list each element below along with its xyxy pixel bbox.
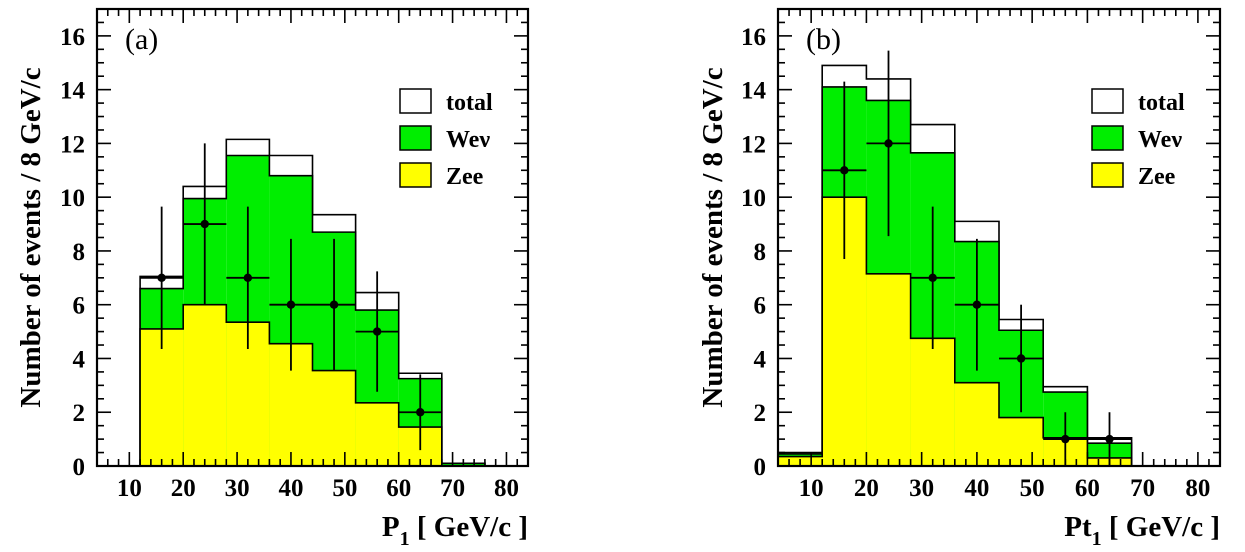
data-point-5 — [372, 327, 382, 336]
hist-outline-total — [777, 64, 1220, 467]
hist-bar-zee-6 — [355, 402, 399, 466]
x-axis-title: P1 [ GeV/c ] — [382, 511, 528, 550]
x-tick-label: 70 — [1130, 475, 1155, 502]
x-axis-title-unit: [ GeV/c ] — [410, 511, 528, 543]
y-tick-label: 14 — [60, 78, 86, 105]
legend-label-1: Weν — [446, 127, 490, 153]
data-point-3 — [286, 300, 296, 309]
x-axis-title-subscript: 1 — [1092, 528, 1102, 550]
x-axis-title-main: P — [382, 511, 400, 543]
panel-b: 10 20 30 40 50 60 70 80 0 2 4 6 8 10 12 14 16 Number of e… — [697, 7, 1222, 550]
y-tick-label: 8 — [73, 239, 86, 266]
data-point-6 — [1105, 434, 1114, 444]
x-tick-label: 10 — [117, 475, 142, 502]
hist-outline-zee — [777, 196, 1220, 467]
y-tick-label: 4 — [754, 346, 767, 373]
data-point-0 — [840, 166, 849, 175]
x-axis-title-subscript: 1 — [400, 528, 410, 550]
hist-bar-zee-5 — [312, 370, 356, 466]
x-tick-label: 40 — [964, 475, 989, 502]
data-point-3 — [972, 300, 982, 309]
y-tick-label: 4 — [73, 346, 86, 373]
data-point-6 — [416, 408, 425, 417]
y-tick-label: 10 — [60, 185, 85, 212]
panel-label: (b) — [806, 23, 841, 56]
legend-label-2: Zee — [1138, 164, 1176, 190]
x-tick-label: 30 — [225, 475, 250, 502]
panel-label: (a) — [125, 23, 158, 56]
legend-swatch-1 — [399, 125, 432, 151]
hist-bar-zee-1 — [140, 328, 184, 466]
legend-label-2: Zee — [446, 164, 484, 190]
y-tick-label: 2 — [754, 400, 767, 427]
legend-swatch-0 — [399, 88, 432, 114]
panel-a: 10 20 30 40 50 60 70 80 0 2 4 6 8 10 12 14 16 Number of e… — [15, 7, 530, 550]
y-tick-label: 8 — [754, 239, 767, 266]
hist-outline-zee — [97, 303, 528, 467]
legend-label-1: Weν — [1138, 127, 1182, 153]
y-tick-label: 0 — [73, 454, 86, 481]
y-tick-label: 6 — [73, 293, 86, 320]
y-tick-label: 6 — [754, 293, 767, 320]
x-tick-label: 80 — [1185, 475, 1210, 502]
hist-bar-zee-2 — [183, 304, 227, 466]
legend-swatch-0 — [1091, 88, 1124, 114]
data-point-4 — [1016, 354, 1026, 363]
legend-swatch-2 — [399, 162, 432, 188]
x-tick-label: 10 — [799, 475, 824, 502]
y-tick-label: 2 — [73, 400, 86, 427]
x-tick-label: 70 — [440, 475, 465, 502]
x-tick-label: 80 — [494, 475, 519, 502]
hist-bar-zee-2 — [866, 273, 911, 466]
y-tick-label: 0 — [754, 454, 767, 481]
y-tick-label: 12 — [60, 131, 85, 158]
x-tick-label: 50 — [332, 475, 357, 502]
y-tick-label: 10 — [741, 185, 766, 212]
legend-swatch-1 — [1091, 125, 1124, 151]
x-axis-title-main: Pt — [1064, 511, 1092, 543]
x-tick-label: 20 — [171, 475, 196, 502]
data-point-5 — [1061, 434, 1070, 444]
data-point-1 — [200, 219, 209, 229]
y-tick-label: 16 — [741, 24, 766, 51]
x-tick-label: 60 — [1075, 475, 1100, 502]
y-tick-label: 16 — [60, 24, 85, 51]
data-point-2 — [243, 273, 253, 283]
y-axis-title: Number of events / 8 GeV/c — [697, 67, 729, 407]
y-axis-title: Number of events / 8 GeV/c — [15, 67, 47, 407]
data-point-4 — [329, 300, 339, 309]
x-tick-label: 20 — [854, 475, 879, 502]
x-axis-title-unit: [ GeV/c ] — [1102, 511, 1220, 543]
legend-label-0: total — [1138, 90, 1185, 116]
data-point-0 — [157, 273, 166, 283]
x-axis-title: Pt1 [ GeV/c ] — [1064, 511, 1220, 550]
y-tick-label: 14 — [741, 78, 767, 105]
data-point-2 — [928, 273, 937, 283]
x-tick-label: 30 — [909, 475, 934, 502]
hist-bar-zee-3 — [910, 338, 955, 466]
data-point-1 — [884, 139, 893, 148]
x-tick-label: 50 — [1020, 475, 1045, 502]
y-tick-label: 12 — [741, 131, 766, 158]
legend-label-0: total — [446, 90, 493, 116]
x-tick-label: 40 — [278, 475, 303, 502]
x-tick-label: 60 — [386, 475, 411, 502]
hist-bar-zee-5 — [999, 417, 1044, 466]
legend-swatch-2 — [1091, 162, 1124, 188]
